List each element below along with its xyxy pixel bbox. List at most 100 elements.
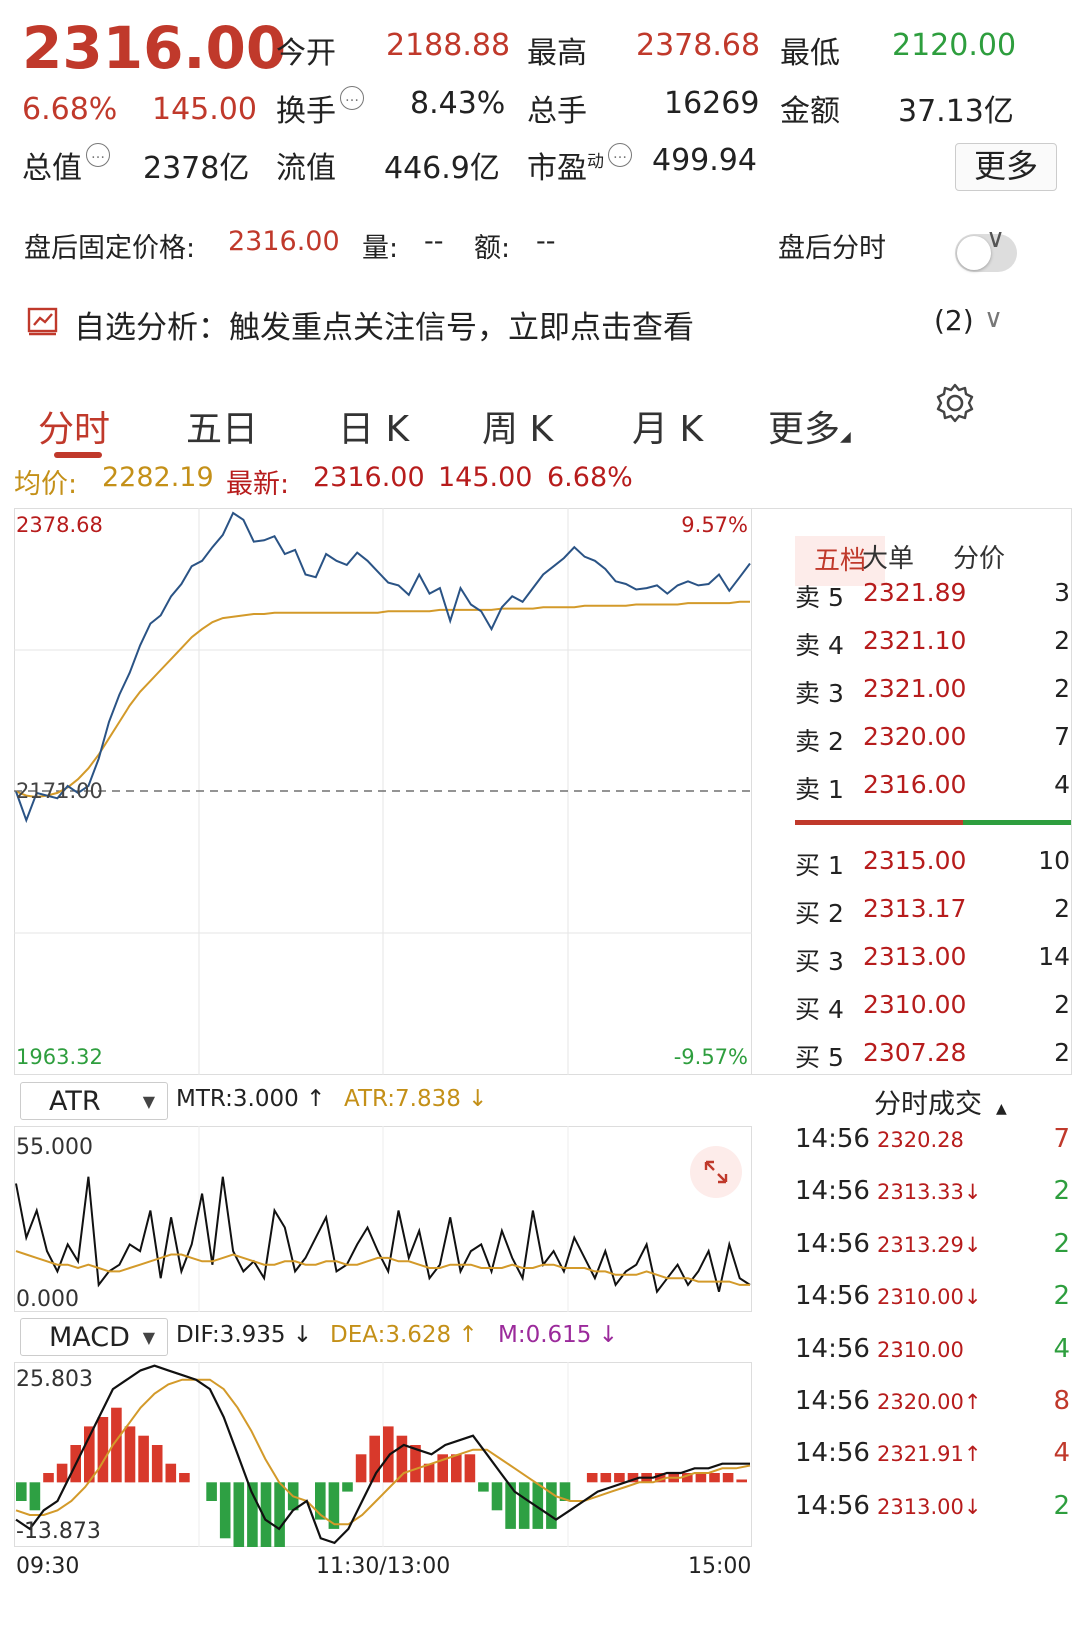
bid-row: 买 5 2307.28 2 xyxy=(795,1038,1070,1072)
macd-histogram-bar xyxy=(451,1454,462,1483)
macd-histogram-bar xyxy=(627,1473,639,1483)
chevron-down-icon[interactable]: ∨ xyxy=(986,224,1006,254)
info-icon[interactable]: … xyxy=(608,143,632,167)
high-label: 最高 xyxy=(527,36,587,71)
macd-histogram-bar xyxy=(233,1482,245,1547)
after-hours-toggle[interactable] xyxy=(955,234,1017,272)
macd-histogram-bar xyxy=(179,1473,190,1483)
atr-chart[interactable]: 55.000 0.000 xyxy=(14,1126,752,1312)
expand-icon[interactable] xyxy=(704,1160,728,1184)
macd-histogram-bar xyxy=(410,1445,421,1483)
ask-ratio-bar xyxy=(795,820,963,825)
ask-row: 卖 3 2321.00 2 xyxy=(795,674,1070,708)
price-line xyxy=(15,511,751,824)
macd-histogram-bar xyxy=(56,1463,68,1483)
macd-histogram-bar xyxy=(342,1482,353,1492)
trade-price: 2310.00↓ xyxy=(877,1285,982,1310)
trade-time: 14:56 xyxy=(795,1228,870,1259)
info-icon[interactable]: … xyxy=(86,143,110,167)
trade-time: 14:56 xyxy=(795,1333,870,1364)
m-value: M:0.615 ↓ xyxy=(498,1322,619,1348)
macd-histogram-bar xyxy=(219,1482,231,1539)
atr-value: ATR:7.838 ↓ xyxy=(344,1086,488,1112)
toggle-knob xyxy=(957,236,991,270)
more-button[interactable]: 更多 xyxy=(955,143,1057,191)
trades-title[interactable]: 分时成交 ▲ xyxy=(874,1089,1007,1120)
tab-weekly-k[interactable]: 周 K xyxy=(482,409,554,450)
tab-intraday[interactable]: 分时 xyxy=(38,409,111,450)
macd-histogram-bar xyxy=(423,1463,435,1483)
macd-chart[interactable]: 25.803 -13.873 xyxy=(14,1362,752,1547)
y-axis-bottom-label: 1963.32 xyxy=(16,1045,103,1069)
change-amount: 145.00 xyxy=(152,92,257,127)
last-price-inline: 2316.00 xyxy=(313,462,425,493)
analysis-banner-text[interactable]: 自选分析：触发重点关注信号，立即点击查看 xyxy=(74,310,694,346)
trade-time: 14:56 xyxy=(795,1176,870,1207)
after-hours-amount: -- xyxy=(536,226,556,257)
macd-histogram-bar xyxy=(355,1454,367,1483)
expand-icon-bg[interactable] xyxy=(690,1146,742,1198)
macd-y-min: -13.873 xyxy=(16,1519,101,1544)
macd-histogram-bar xyxy=(396,1435,408,1483)
settings-gear-icon[interactable] xyxy=(934,382,976,424)
macd-histogram-bar xyxy=(97,1417,109,1483)
atr-indicator-select[interactable]: ATR ▼ xyxy=(20,1082,168,1120)
macd-histogram-bar xyxy=(43,1473,54,1483)
tab-five-levels[interactable]: 五档 xyxy=(795,536,885,586)
chevron-down-icon[interactable]: ∨ xyxy=(984,304,1004,334)
macd-histogram-bar xyxy=(315,1482,326,1520)
time-axis-end: 15:00 xyxy=(688,1554,752,1579)
pe-label: 市盈动… xyxy=(527,143,632,187)
order-book-panel xyxy=(752,508,1072,1075)
bid-row: 买 3 2313.00 14 xyxy=(795,942,1070,976)
macd-histogram-bar xyxy=(614,1473,625,1483)
low-value: 2120.00 xyxy=(892,28,1017,63)
tab-five-day[interactable]: 五日 xyxy=(186,409,259,450)
macd-indicator-select[interactable]: MACD ▼ xyxy=(20,1318,168,1356)
trade-row: 14:56 2321.91↑ 4 xyxy=(795,1438,1070,1488)
macd-histogram-bar xyxy=(546,1482,557,1529)
tab-more[interactable]: 更多◢ xyxy=(768,409,851,450)
tab-active-indicator xyxy=(54,452,102,458)
macd-histogram-bar xyxy=(722,1473,734,1483)
trade-row: 14:56 2313.00↓ 2 xyxy=(795,1491,1070,1541)
macd-histogram-bar xyxy=(491,1482,503,1511)
trade-volume: 2 xyxy=(1053,1228,1070,1259)
macd-histogram-bar xyxy=(16,1482,27,1501)
tab-monthly-k[interactable]: 月 K xyxy=(632,409,704,450)
y-axis-top-label: 2378.68 xyxy=(16,513,103,537)
info-icon[interactable]: … xyxy=(340,86,364,110)
y-axis-prev-close-label: 2171.00 xyxy=(16,779,103,803)
trade-row: 14:56 2320.00↑ 8 xyxy=(795,1386,1070,1436)
bid-ratio-bar xyxy=(963,820,1071,825)
trade-volume: 7 xyxy=(1053,1124,1070,1154)
tab-price-distribution[interactable]: 分价 xyxy=(953,544,1006,574)
trade-time: 14:56 xyxy=(795,1438,870,1469)
trade-volume: 4 xyxy=(1053,1438,1070,1469)
mtr-value: MTR:3.000 ↑ xyxy=(176,1086,326,1112)
trade-time: 14:56 xyxy=(795,1386,870,1416)
trade-time: 14:56 xyxy=(795,1281,870,1312)
trade-row: 14:56 2320.28 7 xyxy=(795,1124,1070,1174)
mtr-line xyxy=(15,1176,751,1295)
trade-row: 14:56 2310.00↓ 2 xyxy=(795,1281,1070,1331)
macd-histogram-bar xyxy=(138,1435,149,1483)
macd-histogram-bar xyxy=(206,1482,217,1501)
after-hours-intraday-label: 盘后分时 xyxy=(778,233,886,264)
float-cap-value: 446.9亿 xyxy=(384,151,500,186)
y-axis-top-pct: 9.57% xyxy=(681,513,748,537)
macd-histogram-bar xyxy=(654,1473,666,1483)
atr-line xyxy=(15,1250,750,1286)
intraday-price-chart[interactable]: 2378.68 2171.00 1963.32 9.57% -9.57% xyxy=(14,508,752,1075)
avg-price-label: 均价: xyxy=(14,469,78,500)
low-label: 最低 xyxy=(780,36,840,71)
pe-value: 499.94 xyxy=(652,143,757,178)
turnover-value: 8.43% xyxy=(410,86,506,121)
bid-row: 买 2 2313.17 2 xyxy=(795,894,1070,928)
tab-daily-k[interactable]: 日 K xyxy=(338,409,410,450)
trade-volume: 2 xyxy=(1053,1176,1070,1207)
time-axis-start: 09:30 xyxy=(16,1554,80,1579)
macd-histogram-bar xyxy=(247,1482,258,1547)
tab-large-orders[interactable]: 大单 xyxy=(862,544,915,574)
bid-row: 买 4 2310.00 2 xyxy=(795,990,1070,1024)
